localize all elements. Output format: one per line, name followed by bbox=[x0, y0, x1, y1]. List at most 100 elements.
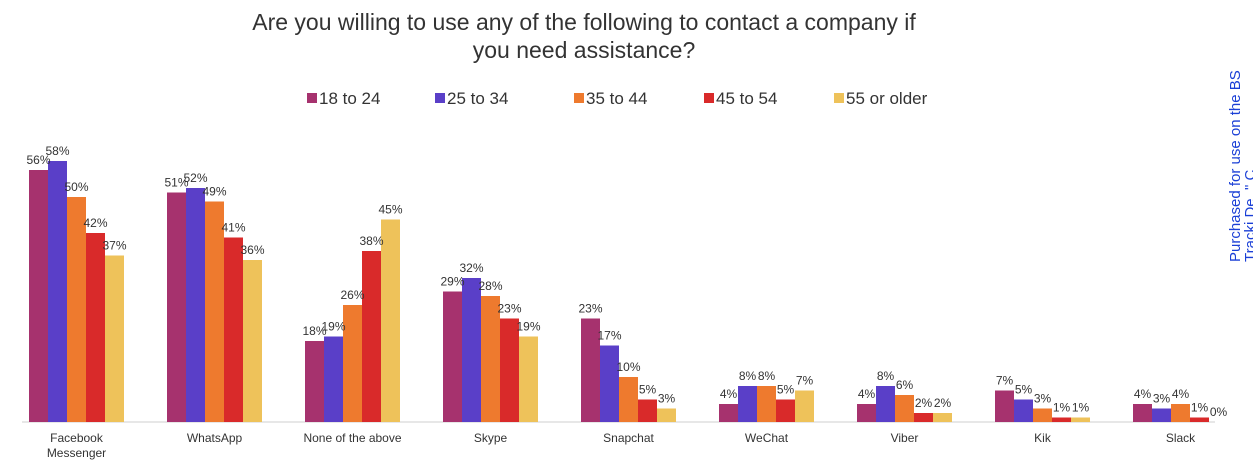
bar bbox=[738, 386, 757, 422]
bar bbox=[481, 296, 500, 422]
x-tick-label: Viber bbox=[891, 431, 919, 445]
legend-label: 45 to 54 bbox=[716, 89, 777, 108]
legend-label: 35 to 44 bbox=[586, 89, 647, 108]
data-label: 1% bbox=[1072, 401, 1090, 415]
chart-title-line: you need assistance? bbox=[473, 37, 696, 63]
data-label: 19% bbox=[516, 320, 540, 334]
bar bbox=[1014, 399, 1033, 422]
bar bbox=[719, 404, 738, 422]
bar bbox=[857, 404, 876, 422]
bar bbox=[1033, 408, 1052, 422]
data-label: 23% bbox=[578, 302, 602, 316]
x-tick-label: Snapchat bbox=[603, 431, 654, 445]
data-label: 18% bbox=[302, 324, 326, 338]
bar bbox=[1071, 417, 1090, 422]
legend-swatch bbox=[307, 93, 317, 103]
data-label: 29% bbox=[440, 275, 464, 289]
data-label: 8% bbox=[758, 369, 776, 383]
chart-title: Are you willing to use any of the follow… bbox=[252, 9, 916, 63]
bar bbox=[324, 336, 343, 422]
bar bbox=[186, 188, 205, 422]
data-label: 41% bbox=[221, 221, 245, 235]
data-label: 32% bbox=[459, 261, 483, 275]
data-label: 7% bbox=[796, 374, 814, 388]
bar bbox=[995, 390, 1014, 422]
x-tick-label: Kik bbox=[1034, 431, 1052, 445]
data-label: 50% bbox=[64, 180, 88, 194]
data-label: 23% bbox=[497, 302, 521, 316]
x-tick-label: Messenger bbox=[47, 446, 106, 460]
data-label: 5% bbox=[639, 383, 657, 397]
data-label: 8% bbox=[739, 369, 757, 383]
bar bbox=[343, 305, 362, 422]
data-label: 0% bbox=[1210, 405, 1228, 419]
data-label: 56% bbox=[26, 153, 50, 167]
bar bbox=[305, 341, 324, 422]
data-label: 2% bbox=[934, 396, 952, 410]
bar bbox=[29, 170, 48, 422]
bar bbox=[381, 219, 400, 422]
data-label: 38% bbox=[359, 234, 383, 248]
bar bbox=[600, 345, 619, 422]
x-tick-label: Slack bbox=[1166, 431, 1196, 445]
bar bbox=[443, 291, 462, 422]
chart-title-line: Are you willing to use any of the follow… bbox=[252, 9, 916, 35]
data-label: 19% bbox=[321, 320, 345, 334]
bar bbox=[795, 390, 814, 422]
data-label: 10% bbox=[616, 360, 640, 374]
data-label: 5% bbox=[777, 383, 795, 397]
chart-legend: 18 to 24 25 to 34 35 to 44 45 to 54 55 or ol… bbox=[307, 89, 928, 108]
bar bbox=[224, 237, 243, 422]
data-label: 52% bbox=[183, 171, 207, 185]
bar bbox=[86, 233, 105, 422]
data-label: 1% bbox=[1053, 401, 1071, 415]
bar bbox=[519, 336, 538, 422]
bar bbox=[757, 386, 776, 422]
data-label: 42% bbox=[83, 216, 107, 230]
data-label: 49% bbox=[202, 185, 226, 199]
data-label: 8% bbox=[877, 369, 895, 383]
bar bbox=[933, 413, 952, 422]
bar bbox=[1133, 404, 1152, 422]
data-label: 37% bbox=[102, 239, 126, 253]
bar bbox=[205, 201, 224, 422]
bar bbox=[619, 377, 638, 422]
x-tick-label: None of the above bbox=[303, 431, 401, 445]
bar bbox=[67, 197, 86, 422]
data-label: 3% bbox=[658, 392, 676, 406]
data-label: 1% bbox=[1191, 401, 1209, 415]
legend-swatch bbox=[574, 93, 584, 103]
data-label: 17% bbox=[597, 329, 621, 343]
x-tick-label: Skype bbox=[474, 431, 508, 445]
bar bbox=[243, 260, 262, 422]
data-label: 36% bbox=[240, 243, 264, 257]
data-label: 6% bbox=[896, 378, 914, 392]
bar bbox=[895, 395, 914, 422]
data-label: 7% bbox=[996, 374, 1014, 388]
bar bbox=[105, 255, 124, 422]
legend-label: 55 or older bbox=[846, 89, 928, 108]
data-label: 51% bbox=[164, 176, 188, 190]
data-label: 3% bbox=[1034, 392, 1052, 406]
data-label: 4% bbox=[858, 387, 876, 401]
data-label: 3% bbox=[1153, 392, 1171, 406]
bar bbox=[1152, 408, 1171, 422]
data-label: 4% bbox=[720, 387, 738, 401]
x-tick-label: WeChat bbox=[745, 431, 789, 445]
legend-swatch bbox=[435, 93, 445, 103]
watermark-line: Tracki De ." C bbox=[1242, 170, 1253, 262]
bar bbox=[1190, 417, 1209, 422]
bar bbox=[48, 161, 67, 422]
data-label: 28% bbox=[478, 279, 502, 293]
data-label: 58% bbox=[45, 144, 69, 158]
legend-swatch bbox=[704, 93, 714, 103]
data-label: 45% bbox=[378, 203, 402, 217]
x-tick-label: WhatsApp bbox=[187, 431, 243, 445]
bar bbox=[638, 399, 657, 422]
bar bbox=[500, 318, 519, 422]
legend-label: 18 to 24 bbox=[319, 89, 380, 108]
data-labels: 56%58%50%42%37%51%52%49%41%36%18%19%26%3… bbox=[26, 144, 1227, 419]
